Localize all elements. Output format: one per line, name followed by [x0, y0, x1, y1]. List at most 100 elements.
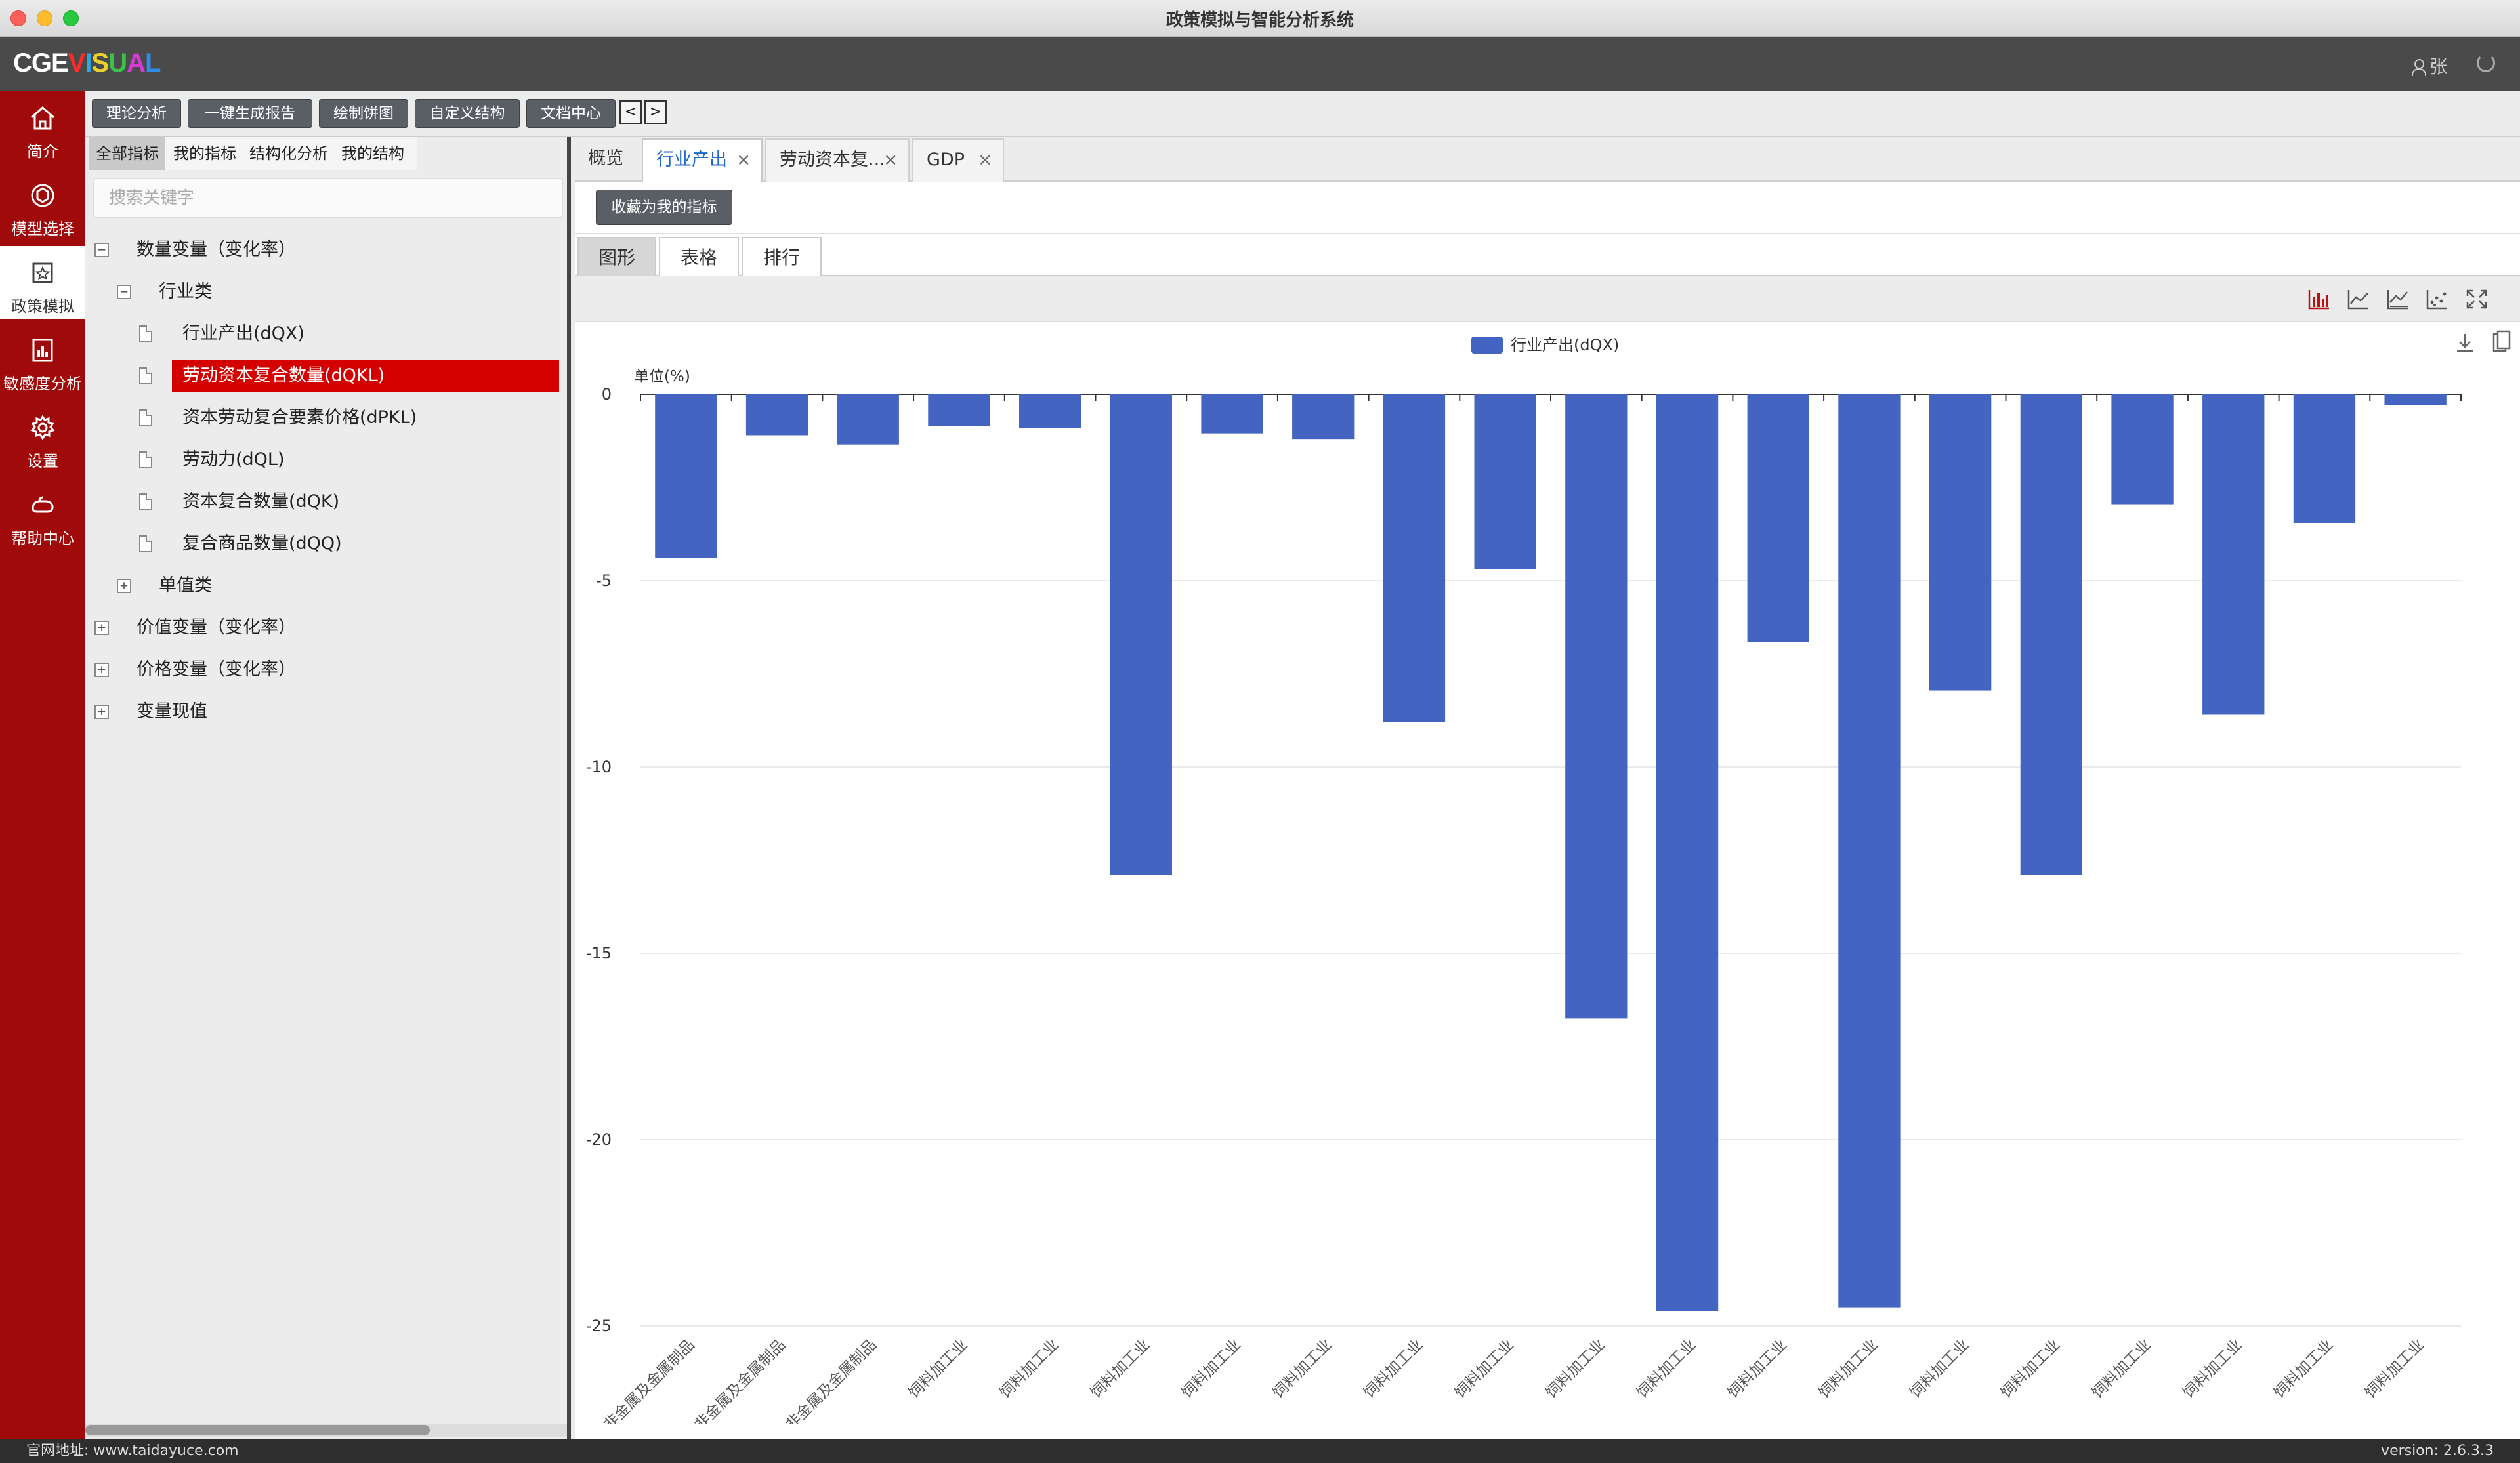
chart-bar[interactable] [1110, 394, 1173, 875]
logout-icon[interactable] [2477, 54, 2495, 72]
area-chart-icon[interactable] [2386, 288, 2410, 310]
tab-table[interactable]: 表格 [659, 237, 739, 278]
next-arrow-button[interactable]: > [644, 100, 667, 124]
chart-bar[interactable] [1292, 394, 1354, 440]
tree-leaf-dqq[interactable]: 复合商品数量(dQQ) [139, 527, 559, 560]
chart-bar[interactable] [837, 394, 899, 445]
legend-swatch[interactable] [1471, 337, 1503, 354]
scatter-chart-icon[interactable] [2426, 288, 2449, 310]
chart-bar[interactable] [2020, 394, 2083, 875]
tab-ranking[interactable]: 排行 [742, 237, 822, 278]
expand-icon[interactable]: + [94, 705, 109, 719]
close-window-button[interactable] [10, 10, 26, 26]
selected-item-label[interactable]: 劳动资本复合数量(dQKL) [172, 360, 559, 392]
tree-node-current[interactable]: + 变量现值 [94, 695, 554, 728]
close-icon[interactable]: × [736, 150, 751, 170]
collapse-icon[interactable]: − [117, 285, 131, 299]
nav-item-intro[interactable]: 简介 [0, 91, 85, 165]
horizontal-scrollbar[interactable] [85, 1424, 567, 1437]
y-tick-label: -5 [596, 571, 612, 590]
user-menu[interactable]: 张 [2411, 52, 2448, 79]
tab-graph[interactable]: 图形 [578, 237, 656, 278]
nav-item-settings[interactable]: 设置 [0, 401, 85, 474]
download-icon[interactable] [2457, 334, 2473, 352]
tab-my-indicators[interactable]: 我的指标 [173, 144, 236, 163]
collapse-icon[interactable]: − [94, 243, 109, 257]
chart-bar[interactable] [2384, 394, 2446, 406]
tab-gdp[interactable]: GDP × [912, 138, 1004, 182]
document-icon [139, 451, 152, 468]
nav-item-help[interactable]: 帮助中心 [0, 478, 85, 552]
prev-arrow-button[interactable]: < [620, 100, 642, 124]
y-tick-label: -15 [586, 944, 612, 962]
user-icon [2411, 59, 2426, 76]
chart-bar[interactable] [1201, 394, 1263, 434]
bar-chart-icon[interactable] [2307, 288, 2331, 310]
chart-bar[interactable] [2202, 394, 2265, 715]
generate-report-button[interactable]: 一键生成报告 [188, 99, 312, 128]
chart-bar[interactable] [1929, 394, 1992, 691]
tree-leaf-dql[interactable]: 劳动力(dQL) [139, 443, 559, 476]
help-icon [32, 496, 54, 513]
custom-structure-button[interactable]: 自定义结构 [415, 99, 520, 128]
tree-node-industry[interactable]: − 行业类 [117, 276, 550, 308]
tab-my-structure[interactable]: 我的结构 [341, 144, 404, 163]
legend-label[interactable]: 行业产出(dQX) [1511, 336, 1619, 354]
website-text: 官网地址: www.taidayuce.com [26, 1443, 239, 1459]
doc-center-button[interactable]: 文档中心 [526, 99, 616, 128]
tab-overview[interactable]: 概览 [588, 148, 623, 169]
theory-analysis-button[interactable]: 理论分析 [92, 99, 181, 128]
home-icon [31, 106, 54, 130]
document-icon [139, 367, 152, 384]
chart-bar[interactable] [1656, 394, 1719, 1311]
chart-bar[interactable] [2111, 394, 2174, 505]
tree-node-price[interactable]: + 价格变量（变化率） [94, 653, 554, 686]
chart-bar[interactable] [655, 394, 717, 558]
chart-bar[interactable] [1747, 394, 1809, 642]
tree-leaf-dpkl[interactable]: 资本劳动复合要素价格(dPKL) [139, 402, 559, 434]
bar-chart: 0-5-10-15-20-25非金属及金属制品非金属及金属制品非金属及金属制品饲… [586, 330, 2511, 1424]
chart-bar[interactable] [1383, 394, 1446, 722]
expand-icon[interactable]: + [117, 579, 131, 593]
tree-leaf-dqk[interactable]: 资本复合数量(dQK) [139, 485, 559, 518]
chart-bar[interactable] [1018, 394, 1082, 428]
chart-bar[interactable] [1565, 394, 1628, 1019]
line-chart-icon[interactable] [2347, 288, 2370, 310]
minimize-window-button[interactable] [37, 10, 52, 26]
nav-item-sensitivity[interactable]: 敏感度分析 [0, 323, 85, 397]
nav-item-policy-sim[interactable]: 政策模拟 [0, 246, 85, 319]
zoom-window-button[interactable] [63, 10, 79, 26]
y-axis-unit-label: 单位(%) [634, 368, 690, 385]
search-input[interactable]: 搜索关键字 [93, 178, 563, 218]
scrollbar-thumb[interactable] [85, 1425, 430, 1435]
tree-leaf-dqkl[interactable]: 劳动资本复合数量(dQKL) [139, 360, 559, 392]
tree-node-single[interactable]: + 单值类 [117, 569, 550, 602]
status-bar: 官网地址: www.taidayuce.com version: 2.6.3.3 [0, 1439, 2520, 1463]
draw-pie-button[interactable]: 绘制饼图 [319, 99, 408, 128]
chart-area: 0 -5 -10 -15 -20 -25 非金属及金属制品 非金属及金属制品 非金属及金属制品饲… [575, 322, 2520, 1424]
close-icon[interactable]: × [978, 150, 992, 170]
nav-item-model-select[interactable]: 模型选择 [0, 169, 85, 242]
tab-industry-output[interactable]: 行业产出 × [642, 138, 763, 182]
app-header: CGEVISUAL 张 [0, 37, 2520, 91]
tree-leaf-dqx[interactable]: 行业产出(dQX) [139, 318, 559, 350]
chart-bar[interactable] [928, 394, 990, 426]
view-tabs: 图形 表格 排行 [575, 233, 2520, 278]
tab-all-indicators[interactable]: 全部指标 [89, 137, 165, 170]
title-bar: 政策模拟与智能分析系统 [0, 0, 2520, 37]
chart-bar[interactable] [1474, 394, 1536, 569]
expand-icon[interactable]: + [94, 621, 109, 635]
close-icon[interactable]: × [883, 150, 898, 170]
add-favorite-button[interactable]: 收藏为我的指标 [596, 190, 732, 225]
chart-bar[interactable] [2293, 394, 2356, 523]
fullscreen-icon[interactable] [2465, 288, 2488, 310]
tab-structured-analysis[interactable]: 结构化分析 [249, 144, 328, 163]
chart-bar[interactable] [746, 394, 808, 436]
tab-labor-capital[interactable]: 劳动资本复... × [765, 138, 910, 182]
chart-bar[interactable] [1838, 394, 1900, 1308]
expand-icon[interactable]: + [94, 663, 109, 677]
tree-node-value[interactable]: + 价值变量（变化率） [94, 611, 554, 644]
copy-icon[interactable] [2492, 330, 2511, 352]
document-icon [139, 409, 152, 426]
tree-node-quantity[interactable]: − 数量变量（变化率） [94, 234, 554, 266]
